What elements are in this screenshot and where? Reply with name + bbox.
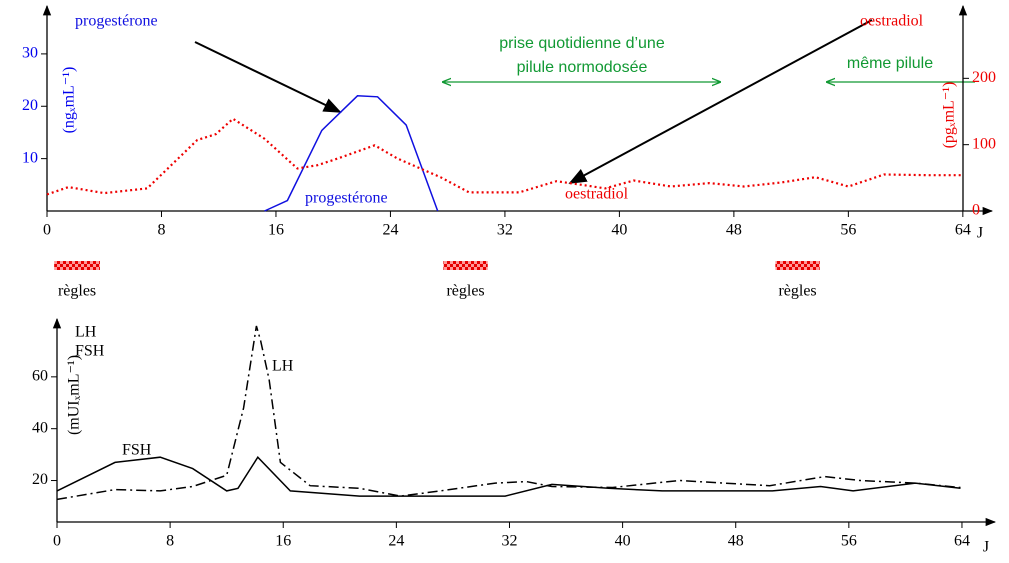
series-label: LH — [272, 358, 294, 375]
x-tick-label: 0 — [43, 222, 51, 239]
series-line — [56, 455, 961, 497]
x-tick-label: 64 — [954, 533, 970, 550]
legend-label: LH — [75, 324, 97, 341]
y-tick-label: 30 — [22, 45, 38, 62]
annotation: progestérone — [75, 13, 158, 30]
y-tick-label: 40 — [32, 419, 48, 436]
y2-tick-label: 0 — [972, 202, 980, 219]
series-line — [264, 95, 439, 212]
annotation: oestradiol — [860, 13, 924, 30]
period-marker — [54, 261, 100, 270]
y-axis-label: (mUIₓmL⁻¹) — [66, 355, 83, 435]
x-tick-label: 16 — [275, 533, 291, 550]
x-tick-label: 16 — [268, 222, 284, 239]
x-tick-label: 32 — [501, 533, 517, 550]
y2-tick-label: 200 — [972, 69, 996, 86]
period-label: règles — [58, 283, 96, 300]
x-tick-label: 8 — [166, 533, 174, 550]
series-line — [56, 325, 961, 501]
y-axis-label: (ngₓmL⁻¹) — [61, 67, 78, 134]
period-label: règles — [446, 283, 484, 300]
annotation: pilule normodosée — [517, 59, 648, 76]
series-label: FSH — [122, 442, 152, 459]
x-tick-label: 24 — [388, 533, 404, 550]
pointer-arrow — [194, 41, 342, 113]
x-axis-label: J — [977, 225, 983, 242]
x-tick-label: 0 — [53, 533, 61, 550]
x-tick-label: 56 — [840, 222, 856, 239]
y2-tick-label: 100 — [972, 135, 996, 152]
legend-label: FSH — [75, 343, 105, 360]
series-line — [46, 117, 963, 196]
x-tick-label: 64 — [955, 222, 971, 239]
x-tick-label: 56 — [841, 533, 857, 550]
pointer-arrow — [568, 19, 873, 184]
y2-axis-label: (pgₓmL⁻¹) — [941, 82, 958, 149]
period-marker — [443, 261, 488, 270]
x-tick-label: 48 — [726, 222, 742, 239]
period-marker — [775, 261, 820, 270]
y-tick-label: 10 — [22, 149, 38, 166]
y-tick-label: 60 — [32, 368, 48, 385]
x-tick-label: 48 — [728, 533, 744, 550]
x-tick-label: 40 — [615, 533, 631, 550]
x-axis-label: J — [983, 539, 989, 556]
y-tick-label: 20 — [32, 471, 48, 488]
period-label: règles — [778, 283, 816, 300]
x-tick-label: 32 — [497, 222, 513, 239]
annotation: progestérone — [305, 190, 388, 207]
x-tick-label: 24 — [382, 222, 398, 239]
x-tick-label: 40 — [611, 222, 627, 239]
y-tick-label: 20 — [22, 97, 38, 114]
x-tick-label: 8 — [157, 222, 165, 239]
plots: 0 8 16 24 32 40 48 56 64 J102030(ngₓmL⁻¹)0100200(… — [22, 4, 997, 556]
annotation: même pilule — [847, 55, 933, 72]
annotation: prise quotidienne d’une — [499, 35, 665, 52]
annotation: oestradiol — [565, 186, 629, 203]
